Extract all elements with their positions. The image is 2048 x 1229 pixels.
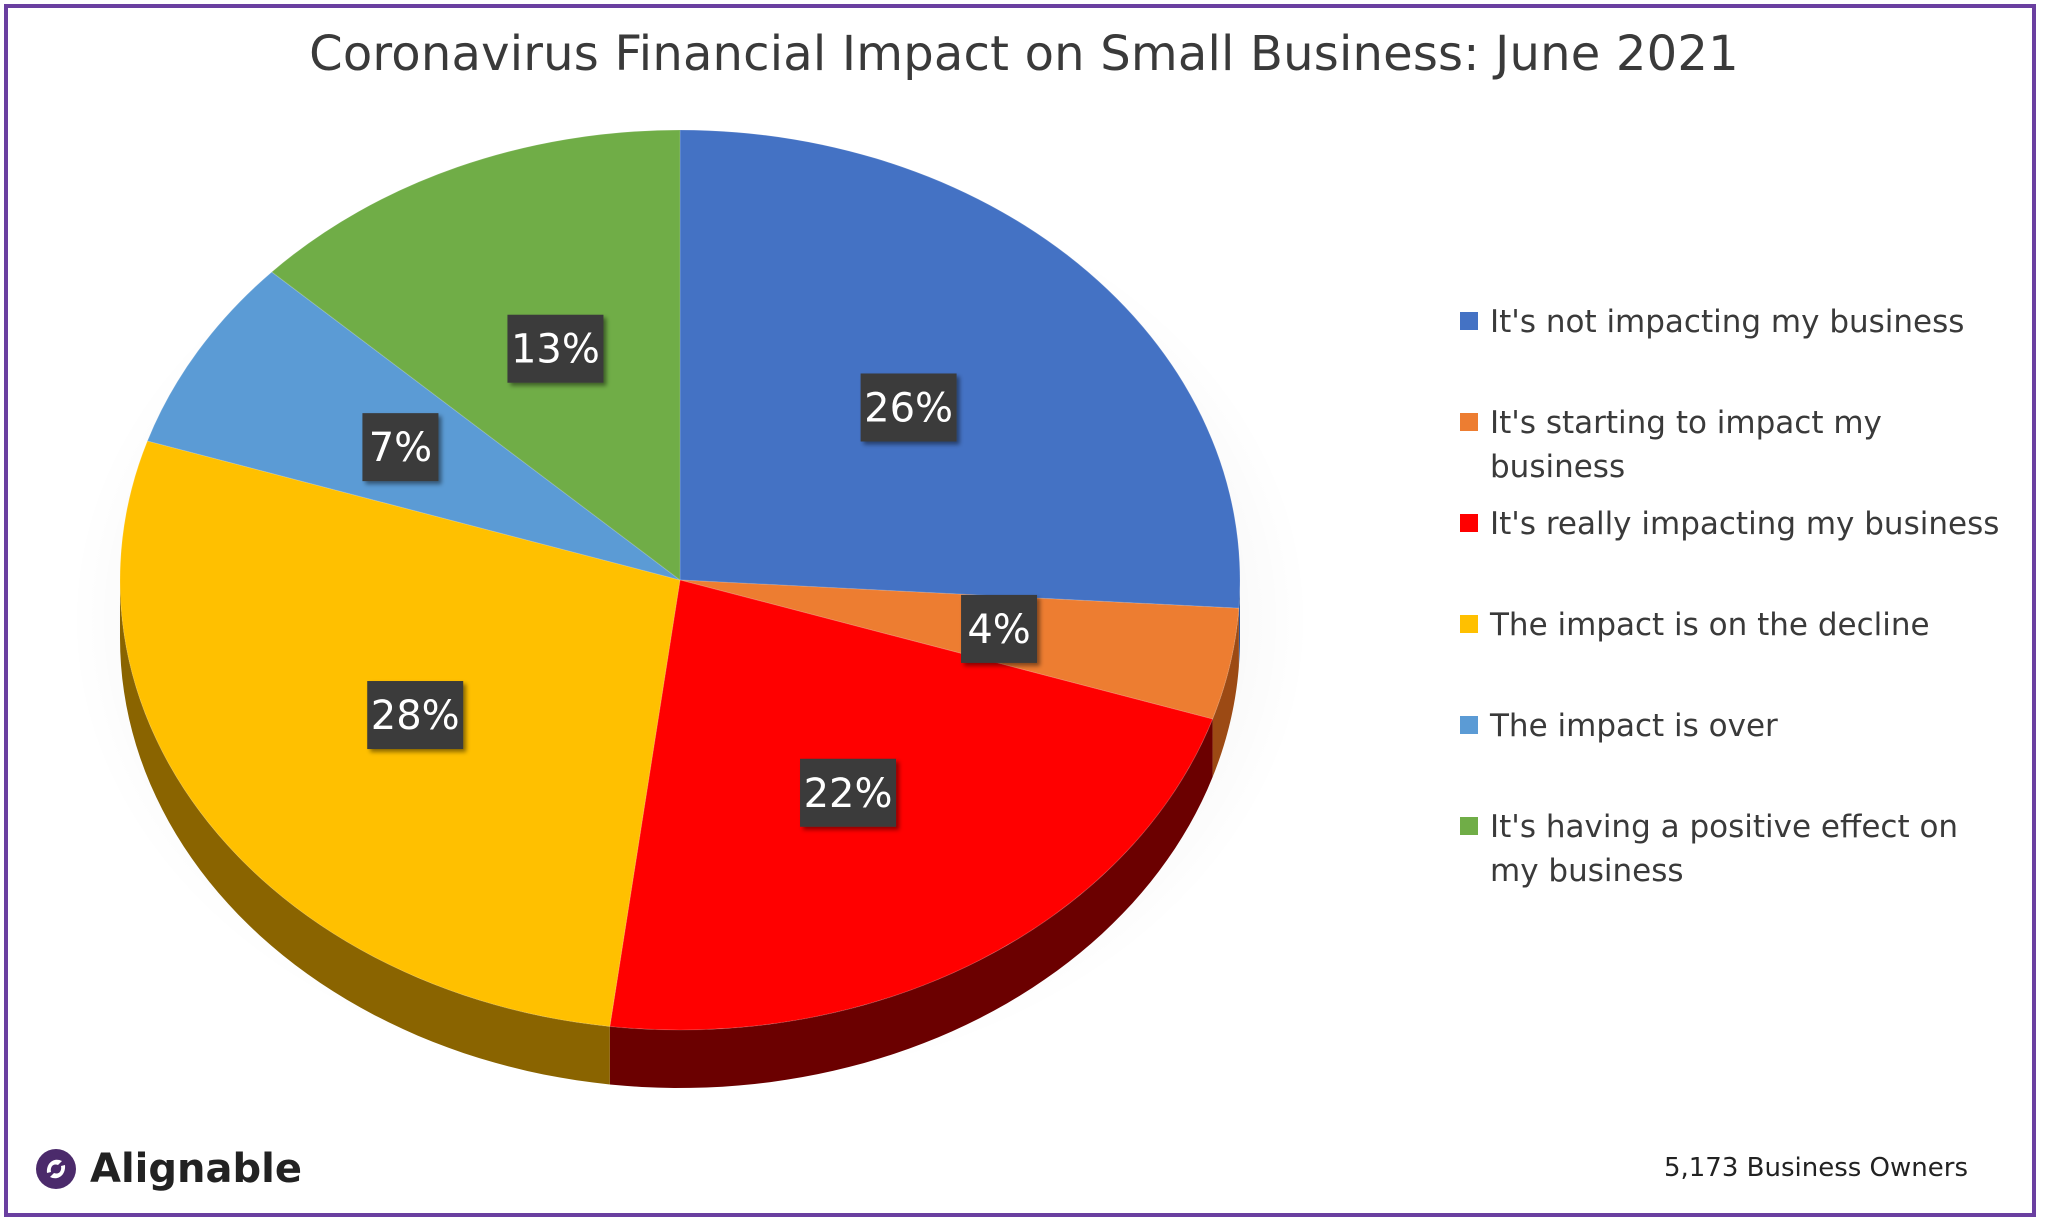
legend-label: The impact is over	[1490, 708, 1778, 744]
pie-side-the-impact-is-on-the-decline	[120, 580, 610, 1085]
pie-sides	[120, 580, 1240, 1088]
legend-swatch	[1460, 615, 1478, 633]
legend-swatch	[1460, 716, 1478, 734]
pie-tops	[119, 129, 1241, 1031]
data-label-box	[860, 373, 957, 442]
data-label-it-s-really-impacting-my-business: 22%	[800, 758, 897, 827]
brand-name: Alignable	[90, 1146, 302, 1192]
data-label-box	[961, 594, 1038, 663]
data-label-text: 13%	[511, 327, 600, 373]
legend-item: The impact is over	[1460, 704, 2010, 748]
data-label-it-s-having-a-positive-effect-on-my-business: 13%	[507, 314, 604, 383]
legend-swatch	[1460, 312, 1478, 330]
pie-slice-it-s-not-impacting-my-business	[679, 129, 1241, 609]
pie-side-it-s-starting-to-impact-my-business	[1212, 608, 1239, 778]
pie-slice-it-s-having-a-positive-effect-on-my-business	[270, 129, 681, 582]
legend-swatch	[1460, 413, 1478, 431]
data-label-box	[362, 413, 439, 482]
data-label-box	[800, 758, 897, 827]
legend-label: It's not impacting my business	[1490, 304, 1965, 340]
legend-label: The impact is on the decline	[1490, 607, 1930, 643]
legend-label: It's starting to impact my business	[1490, 405, 1882, 485]
chart-title: Coronavirus Financial Impact on Small Bu…	[309, 26, 1739, 82]
legend-swatch	[1460, 817, 1478, 835]
legend-swatch	[1460, 514, 1478, 532]
data-label-box	[507, 314, 604, 383]
pie-data-labels: 26% 4% 22% 28% 7% 13%	[362, 314, 1038, 827]
data-label-it-s-not-impacting-my-business: 26%	[860, 373, 957, 442]
alignable-logo-icon	[36, 1149, 76, 1189]
data-label-text: 28%	[371, 693, 460, 739]
brand-logo: Alignable	[34, 1146, 302, 1192]
data-label-the-impact-is-over: 7%	[362, 413, 439, 482]
pie-side-it-s-really-impacting-my-business	[609, 719, 1213, 1088]
legend-item: The impact is on the decline	[1460, 603, 2010, 647]
legend-item: It's not impacting my business	[1460, 300, 2010, 344]
legend-item: It's starting to impact my business	[1460, 401, 2010, 489]
pie-slice-it-s-starting-to-impact-my-business	[679, 579, 1240, 720]
data-label-box	[367, 681, 464, 750]
data-label-it-s-starting-to-impact-my-business: 4%	[961, 594, 1038, 663]
legend-item: It's really impacting my business	[1460, 502, 2010, 546]
data-label-the-impact-is-on-the-decline: 28%	[367, 681, 464, 750]
legend-label: It's really impacting my business	[1490, 506, 2000, 542]
legend-item: It's having a positive effect on my busi…	[1460, 805, 2010, 893]
data-label-text: 22%	[804, 771, 893, 817]
data-label-text: 4%	[967, 607, 1030, 653]
data-label-text: 7%	[369, 425, 432, 471]
legend-label: It's having a positive effect on my busi…	[1490, 809, 1959, 889]
pie-slice-it-s-really-impacting-my-business	[609, 579, 1214, 1031]
sample-size-note: 5,173 Business Owners	[1663, 1153, 1968, 1183]
pie-side-it-s-not-impacting-my-business	[1238, 580, 1240, 667]
data-label-text: 26%	[864, 385, 953, 431]
